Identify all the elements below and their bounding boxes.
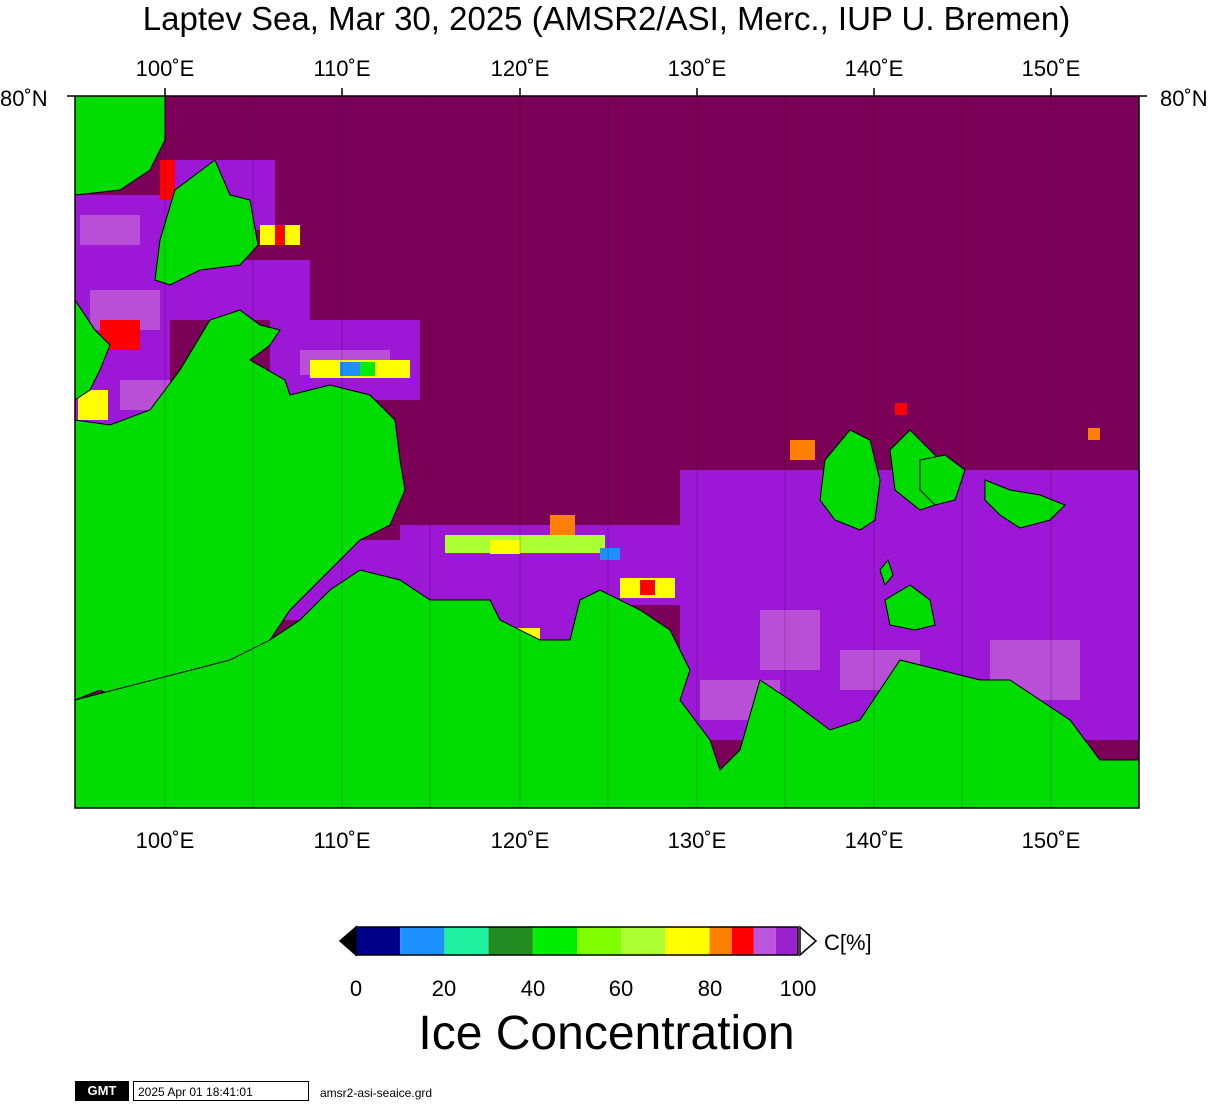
frame-ticks bbox=[67, 88, 1147, 97]
colorbar-segment bbox=[753, 927, 776, 955]
colorbar-segment bbox=[488, 927, 533, 955]
land-small-islet bbox=[879, 558, 894, 587]
colorbar-unit: C[%] bbox=[824, 930, 872, 955]
colorbar-tick-20: 20 bbox=[431, 976, 457, 1001]
colorbar-under-triangle bbox=[338, 925, 357, 957]
colorbar-tick-0: 0 bbox=[349, 976, 363, 1001]
colorbar-segment bbox=[709, 927, 732, 955]
lon-label-bottom-120: 120˚E bbox=[490, 828, 550, 853]
land-kotelny-island bbox=[819, 429, 881, 531]
map-title: Laptev Sea, Mar 30, 2025 (AMSR2/ASI, Mer… bbox=[142, 0, 1071, 37]
colorbar-segment bbox=[577, 927, 622, 955]
lon-label-top-130: 130˚E bbox=[667, 56, 727, 81]
colorbar-tick-40: 40 bbox=[520, 976, 546, 1001]
lon-label-top-100: 100˚E bbox=[135, 56, 195, 81]
colorbar-segment bbox=[621, 927, 666, 955]
colorbar-tick-80: 80 bbox=[697, 976, 723, 1001]
land-faddeyevsky-island bbox=[919, 454, 966, 506]
colorbar-segment bbox=[356, 927, 401, 955]
lon-label-top-120: 120˚E bbox=[490, 56, 550, 81]
lon-label-top-150: 150˚E bbox=[1021, 56, 1081, 81]
lon-label-bottom-100: 100˚E bbox=[135, 828, 195, 853]
land-october-revolution-island bbox=[154, 159, 259, 286]
lon-label-bottom-140: 140˚E bbox=[844, 828, 904, 853]
colorbar-tick-100: 100 bbox=[779, 976, 817, 1001]
land-stolbovoy-island bbox=[884, 584, 936, 631]
colorbar bbox=[356, 927, 798, 955]
colorbar-segment bbox=[775, 927, 798, 955]
gmt-filename: amsr2-asi-seaice.grd bbox=[320, 1086, 433, 1100]
gmt-timestamp: 2025 Apr 01 18:41:01 bbox=[133, 1081, 309, 1101]
lat-label-right: 80˚N bbox=[1160, 86, 1208, 111]
map-frame bbox=[74, 95, 1140, 809]
colorbar-segment bbox=[532, 927, 577, 955]
lon-label-bottom-130: 130˚E bbox=[667, 828, 727, 853]
land-small-island-east bbox=[984, 479, 1066, 529]
lon-label-bottom-150: 150˚E bbox=[1021, 828, 1081, 853]
low-ice-streaks bbox=[78, 160, 1100, 640]
colorbar-tick-60: 60 bbox=[608, 976, 634, 1001]
colorbar-segment bbox=[444, 927, 489, 955]
colorbar-title: Ice Concentration bbox=[418, 1007, 795, 1060]
colorbar-over-triangle bbox=[799, 925, 818, 957]
colorbar-frame bbox=[355, 926, 799, 956]
meridians bbox=[164, 96, 1052, 808]
colorbar-segment bbox=[665, 927, 710, 955]
colorbar-segment bbox=[731, 927, 754, 955]
gmt-logo: GMT bbox=[75, 1081, 129, 1101]
colorbar-segment bbox=[400, 927, 445, 955]
land bbox=[74, 95, 1140, 809]
lon-label-bottom-110: 110˚E bbox=[313, 828, 371, 853]
land-khatanga-east bbox=[74, 569, 1140, 809]
lon-label-top-140: 140˚E bbox=[844, 56, 904, 81]
lat-label-left: 80˚N bbox=[0, 86, 48, 111]
lon-label-top-110: 110˚E bbox=[313, 56, 371, 81]
